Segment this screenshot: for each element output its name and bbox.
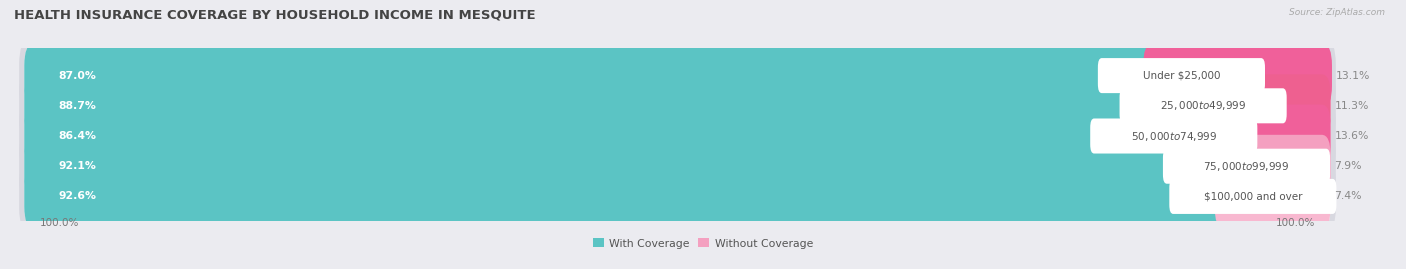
Text: $25,000 to $49,999: $25,000 to $49,999 [1160,99,1246,112]
FancyBboxPatch shape [20,100,1336,172]
Legend: With Coverage, Without Coverage: With Coverage, Without Coverage [589,234,817,253]
FancyBboxPatch shape [1163,149,1330,184]
FancyBboxPatch shape [20,161,1336,232]
Text: 11.3%: 11.3% [1334,101,1369,111]
Text: 100.0%: 100.0% [39,218,79,228]
Text: $50,000 to $74,999: $50,000 to $74,999 [1130,129,1218,143]
FancyBboxPatch shape [24,165,1330,228]
Text: Source: ZipAtlas.com: Source: ZipAtlas.com [1289,8,1385,17]
FancyBboxPatch shape [24,165,1230,228]
FancyBboxPatch shape [1090,118,1257,154]
FancyBboxPatch shape [24,44,1330,107]
FancyBboxPatch shape [24,105,1330,167]
FancyBboxPatch shape [1170,179,1337,214]
FancyBboxPatch shape [24,105,1152,167]
Text: 100.0%: 100.0% [1277,218,1316,228]
Text: 7.4%: 7.4% [1334,192,1362,201]
Text: $75,000 to $99,999: $75,000 to $99,999 [1204,160,1289,173]
FancyBboxPatch shape [1215,165,1330,228]
FancyBboxPatch shape [1136,105,1330,167]
Text: $100,000 and over: $100,000 and over [1204,192,1302,201]
FancyBboxPatch shape [24,44,1159,107]
FancyBboxPatch shape [20,130,1336,202]
FancyBboxPatch shape [24,75,1330,137]
Text: 92.1%: 92.1% [59,161,97,171]
Text: 13.1%: 13.1% [1336,70,1371,81]
FancyBboxPatch shape [1119,88,1286,123]
FancyBboxPatch shape [24,75,1180,137]
Text: 13.6%: 13.6% [1334,131,1369,141]
FancyBboxPatch shape [24,135,1223,198]
FancyBboxPatch shape [1208,135,1330,198]
Text: 88.7%: 88.7% [59,101,97,111]
FancyBboxPatch shape [1164,75,1330,137]
Text: 87.0%: 87.0% [59,70,97,81]
FancyBboxPatch shape [20,70,1336,141]
Text: HEALTH INSURANCE COVERAGE BY HOUSEHOLD INCOME IN MESQUITE: HEALTH INSURANCE COVERAGE BY HOUSEHOLD I… [14,8,536,21]
Text: 7.9%: 7.9% [1334,161,1362,171]
FancyBboxPatch shape [1098,58,1265,93]
Text: 86.4%: 86.4% [59,131,97,141]
Text: Under $25,000: Under $25,000 [1143,70,1220,81]
FancyBboxPatch shape [20,40,1336,111]
Text: 92.6%: 92.6% [59,192,97,201]
FancyBboxPatch shape [24,135,1330,198]
FancyBboxPatch shape [1143,44,1331,107]
